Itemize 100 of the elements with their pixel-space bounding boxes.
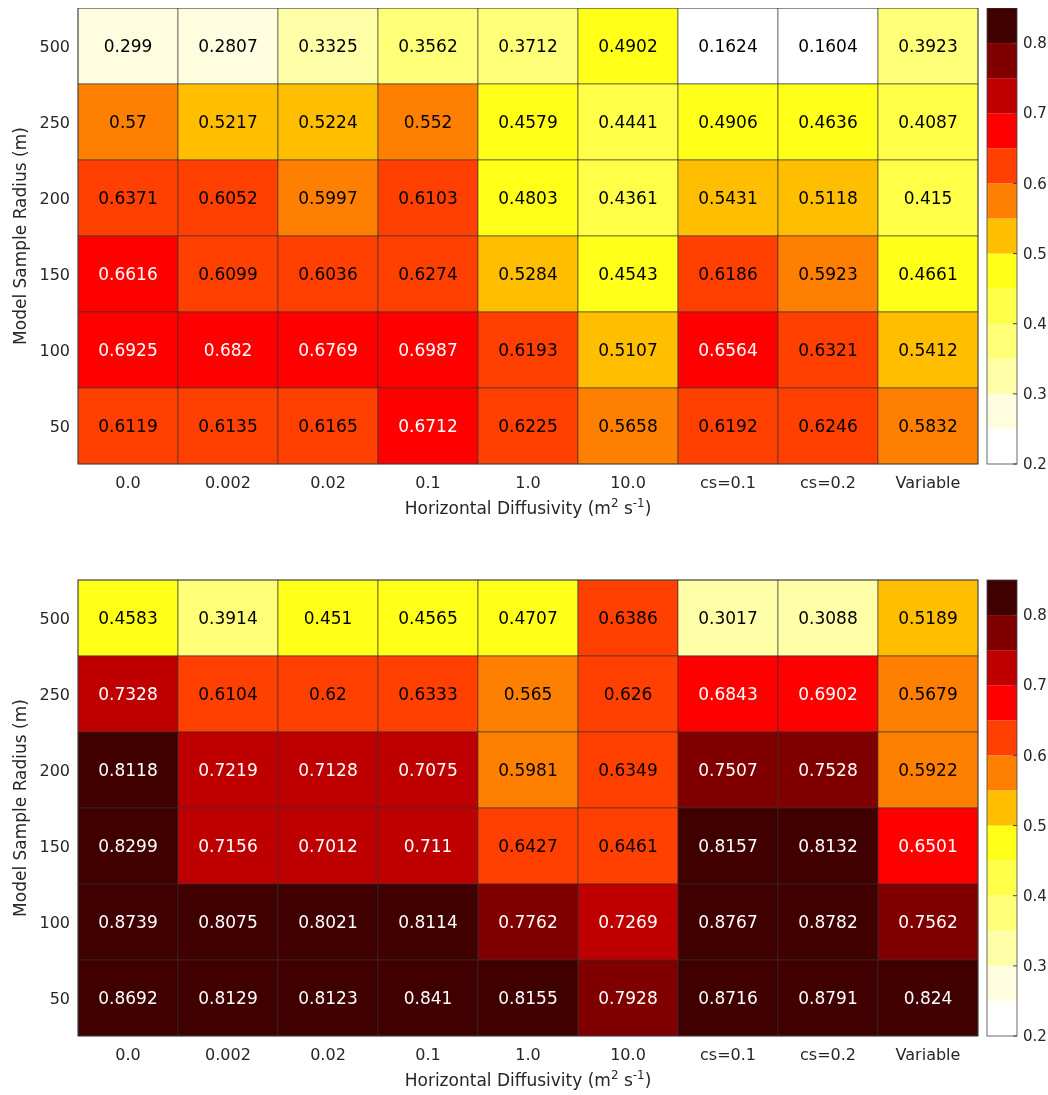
color-bar-label: 0.7 bbox=[1023, 676, 1047, 695]
color-bar-label: 0.6 bbox=[1023, 174, 1047, 193]
data-label: 0.6052 bbox=[198, 187, 258, 208]
color-bar-label: 0.2 bbox=[1023, 455, 1047, 474]
x-tick-label: Variable bbox=[895, 473, 961, 492]
data-label: 0.451 bbox=[303, 607, 353, 628]
data-label: 0.7507 bbox=[698, 759, 758, 780]
data-label: 0.57 bbox=[109, 111, 147, 132]
data-label: 0.7269 bbox=[598, 911, 658, 932]
color-bar-label: 0.7 bbox=[1023, 104, 1047, 123]
x-tick-label: 0.02 bbox=[310, 1045, 346, 1064]
color-bar-label: 0.3 bbox=[1023, 957, 1047, 976]
data-label: 0.3712 bbox=[498, 35, 558, 56]
data-label: 0.5997 bbox=[298, 187, 358, 208]
data-label: 0.8118 bbox=[98, 759, 158, 780]
data-label: 0.3914 bbox=[198, 607, 258, 628]
data-label: 0.6564 bbox=[698, 339, 758, 360]
data-label: 0.5923 bbox=[798, 263, 858, 284]
data-label: 0.7128 bbox=[298, 759, 358, 780]
x-tick-label: cs=0.1 bbox=[700, 1045, 756, 1064]
data-label: 0.7528 bbox=[798, 759, 858, 780]
data-label: 0.4803 bbox=[498, 187, 558, 208]
data-label: 0.6349 bbox=[598, 759, 658, 780]
data-label: 0.6769 bbox=[298, 339, 358, 360]
data-label: 0.8114 bbox=[398, 911, 458, 932]
data-label: 0.62 bbox=[309, 683, 347, 704]
data-label: 0.4906 bbox=[698, 111, 758, 132]
data-label: 0.299 bbox=[103, 35, 153, 56]
data-label: 0.3562 bbox=[398, 35, 458, 56]
data-label: 0.6321 bbox=[798, 339, 858, 360]
data-label: 0.8299 bbox=[98, 835, 158, 856]
y-tick-label: 500 bbox=[39, 608, 70, 628]
data-label: 0.7928 bbox=[598, 987, 658, 1008]
data-label: 0.2807 bbox=[198, 35, 258, 56]
data-label: 0.6135 bbox=[198, 415, 258, 436]
x-axis-title: Horizontal Diffusivity (m$^{2}$ s$^{-1}$) bbox=[404, 496, 652, 518]
data-label: 0.6987 bbox=[398, 339, 458, 360]
data-label: 0.5658 bbox=[598, 415, 658, 436]
data-label: 0.3017 bbox=[698, 607, 758, 628]
data-label: 0.6103 bbox=[398, 187, 458, 208]
data-label: 0.5217 bbox=[198, 111, 258, 132]
x-tick-label: 0.02 bbox=[310, 473, 346, 492]
data-label: 0.5832 bbox=[898, 415, 958, 436]
data-label: 0.8021 bbox=[298, 911, 358, 932]
y-tick-label: 200 bbox=[39, 760, 70, 780]
data-label: 0.8716 bbox=[698, 987, 758, 1008]
color-bar-label: 0.8 bbox=[1023, 606, 1047, 625]
data-label: 0.6843 bbox=[698, 683, 758, 704]
color-bar-label: 0.4 bbox=[1023, 314, 1047, 333]
x-tick-label: 0.1 bbox=[415, 473, 441, 492]
data-label: 0.6193 bbox=[498, 339, 558, 360]
data-label: 0.8132 bbox=[798, 835, 858, 856]
data-label: 0.4583 bbox=[98, 607, 158, 628]
data-label: 0.4543 bbox=[598, 263, 658, 284]
data-label: 0.7075 bbox=[398, 759, 458, 780]
y-tick-label: 200 bbox=[39, 188, 70, 208]
data-label: 0.5679 bbox=[898, 683, 958, 704]
data-label: 0.8157 bbox=[698, 835, 758, 856]
data-label: 0.4441 bbox=[598, 111, 658, 132]
x-tick-label: 1.0 bbox=[515, 473, 541, 492]
data-label: 0.7328 bbox=[98, 683, 158, 704]
data-label: 0.7219 bbox=[198, 759, 258, 780]
x-tick-label: 0.002 bbox=[205, 1045, 251, 1064]
data-label: 0.8782 bbox=[798, 911, 858, 932]
data-label: 0.6165 bbox=[298, 415, 358, 436]
data-label: 0.6501 bbox=[898, 835, 958, 856]
data-label: 0.8767 bbox=[698, 911, 758, 932]
data-label: 0.6333 bbox=[398, 683, 458, 704]
data-label: 0.6902 bbox=[798, 683, 858, 704]
y-tick-label: 50 bbox=[49, 416, 70, 436]
data-label: 0.8123 bbox=[298, 987, 358, 1008]
x-axis-title: Horizontal Diffusivity (m$^{2}$ s$^{-1}$) bbox=[404, 1068, 652, 1090]
data-label: 0.4661 bbox=[898, 263, 958, 284]
data-label: 0.415 bbox=[903, 187, 953, 208]
data-label: 0.4707 bbox=[498, 607, 558, 628]
data-label: 0.4636 bbox=[798, 111, 858, 132]
data-label: 0.5431 bbox=[698, 187, 758, 208]
y-tick-label: 150 bbox=[39, 836, 70, 856]
data-label: 0.4579 bbox=[498, 111, 558, 132]
data-label: 0.6104 bbox=[198, 683, 258, 704]
data-label: 0.6712 bbox=[398, 415, 458, 436]
data-label: 0.5284 bbox=[498, 263, 558, 284]
data-label: 0.711 bbox=[403, 835, 453, 856]
data-label: 0.3325 bbox=[298, 35, 358, 56]
data-label: 0.1604 bbox=[798, 35, 858, 56]
x-tick-label: 0.0 bbox=[115, 473, 141, 492]
data-label: 0.5118 bbox=[798, 187, 858, 208]
data-label: 0.6192 bbox=[698, 415, 758, 436]
data-label: 0.6371 bbox=[98, 187, 158, 208]
data-label: 0.5922 bbox=[898, 759, 958, 780]
y-axis-title: Model Sample Radius (m) bbox=[10, 699, 30, 917]
data-label: 0.3923 bbox=[898, 35, 958, 56]
color-bar-label: 0.6 bbox=[1023, 746, 1047, 765]
data-label: 0.7562 bbox=[898, 911, 958, 932]
data-label: 0.565 bbox=[503, 683, 553, 704]
y-tick-label: 250 bbox=[39, 684, 70, 704]
data-label: 0.8692 bbox=[98, 987, 158, 1008]
x-tick-label: 0.002 bbox=[205, 473, 251, 492]
data-label: 0.552 bbox=[403, 111, 453, 132]
data-label: 0.8129 bbox=[198, 987, 258, 1008]
